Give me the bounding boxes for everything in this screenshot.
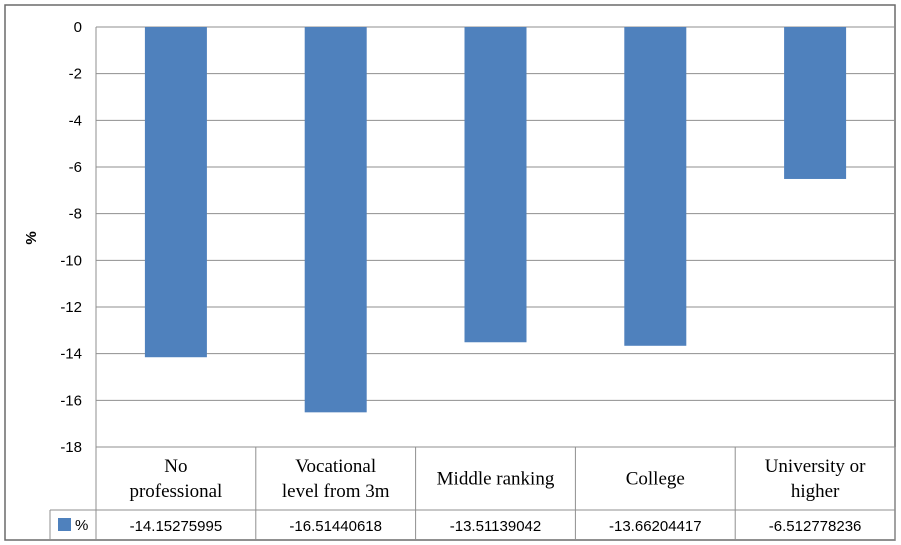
bar [144, 27, 207, 358]
bar [304, 27, 367, 413]
legend-label: % [75, 517, 88, 534]
category-label: College [626, 469, 685, 490]
table-value-cell: -14.15275995 [130, 518, 223, 535]
bar [784, 27, 847, 179]
legend-swatch [58, 518, 71, 531]
y-tick-label: -14 [60, 346, 82, 363]
category-label: University or higher [765, 456, 866, 502]
data-table: No professional Vocational level from 3m Mid… [49, 447, 896, 540]
bars [144, 27, 847, 413]
table-value-cell: -6.512778236 [769, 518, 862, 535]
y-tick-label: -16 [60, 392, 82, 409]
category-label: Middle ranking [437, 469, 555, 490]
category-label: No professional [129, 456, 222, 502]
y-axis-label: % [23, 231, 40, 244]
y-tick-label: -6 [69, 159, 82, 176]
y-tick-label: -8 [69, 206, 82, 223]
y-tick-label: -10 [60, 252, 82, 269]
y-tick-label: -12 [60, 299, 82, 316]
table-value-cell: -13.51139042 [450, 518, 541, 535]
chart-frame [4, 4, 896, 541]
table-value-cell: -13.66204417 [609, 518, 702, 535]
y-tick-label: 0 [74, 19, 82, 36]
table-value-cell: -16.51440618 [289, 518, 382, 535]
y-tick-label: -4 [69, 112, 82, 129]
y-axis-ticks: 0 -2 -4 -6 -8 -10 -12 -14 -16 -18 [60, 19, 82, 456]
bar [464, 27, 527, 343]
category-label: Vocational level from 3m [282, 456, 390, 502]
bar [624, 27, 687, 346]
y-tick-label: -2 [69, 66, 82, 83]
y-tick-label: -18 [60, 439, 82, 456]
